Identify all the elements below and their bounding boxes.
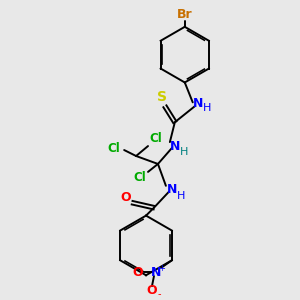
Text: H: H bbox=[202, 103, 211, 113]
Text: S: S bbox=[157, 90, 167, 104]
Text: O: O bbox=[147, 284, 157, 297]
Text: Cl: Cl bbox=[134, 171, 146, 184]
Text: Br: Br bbox=[177, 8, 193, 21]
Text: O: O bbox=[121, 191, 131, 204]
Text: H: H bbox=[177, 191, 185, 201]
Text: H: H bbox=[180, 147, 188, 157]
Text: O: O bbox=[133, 266, 143, 279]
Text: Cl: Cl bbox=[150, 132, 162, 145]
Text: +: + bbox=[158, 264, 165, 273]
Text: N: N bbox=[167, 183, 177, 196]
Text: N: N bbox=[151, 266, 161, 279]
Text: N: N bbox=[193, 97, 203, 110]
Text: Cl: Cl bbox=[108, 142, 121, 154]
Text: N: N bbox=[170, 140, 180, 153]
Text: -: - bbox=[157, 289, 161, 299]
